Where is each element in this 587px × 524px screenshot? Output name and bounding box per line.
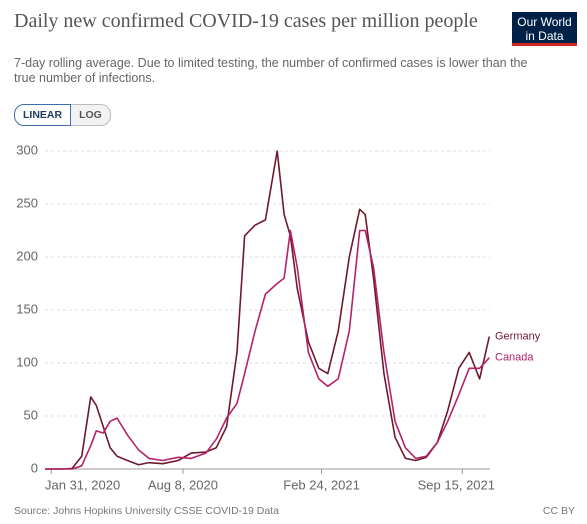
x-tick-label: Sep 15, 2021: [418, 477, 495, 492]
legend-label: Canada: [495, 352, 534, 364]
y-tick-label: 0: [31, 460, 38, 475]
chart-subtitle: 7-day rolling average. Due to limited te…: [14, 56, 528, 85]
logo[interactable]: Our World in Data: [512, 12, 577, 46]
chart-title: Daily new confirmed COVID-19 cases per m…: [14, 10, 478, 32]
y-tick-label: 50: [24, 407, 38, 422]
source[interactable]: Source: Johns Hopkins University CSSE CO…: [14, 505, 279, 517]
y-tick-label: 100: [16, 354, 38, 369]
scale-toggle: LINEAR LOG: [14, 104, 111, 126]
x-tick-label: Jan 31, 2020: [45, 477, 120, 492]
y-tick-label: 150: [16, 301, 38, 316]
license[interactable]: CC BY: [542, 505, 575, 517]
linear-button[interactable]: LINEAR: [14, 104, 72, 126]
x-tick-label: Aug 8, 2020: [148, 477, 218, 492]
series-line: [45, 229, 490, 470]
y-tick-label: 250: [16, 195, 38, 210]
chart: 0 50 100 150 200 250 300 Jan 31, 2020 Aug 8, 202…: [16, 142, 541, 492]
x-tick-label: Feb 24, 2021: [283, 477, 360, 492]
legend-label: Germany: [495, 330, 541, 342]
y-tick-label: 300: [16, 142, 38, 157]
series-line: [45, 150, 491, 470]
y-tick-label: 200: [16, 248, 38, 263]
log-button[interactable]: LOG: [71, 104, 111, 126]
